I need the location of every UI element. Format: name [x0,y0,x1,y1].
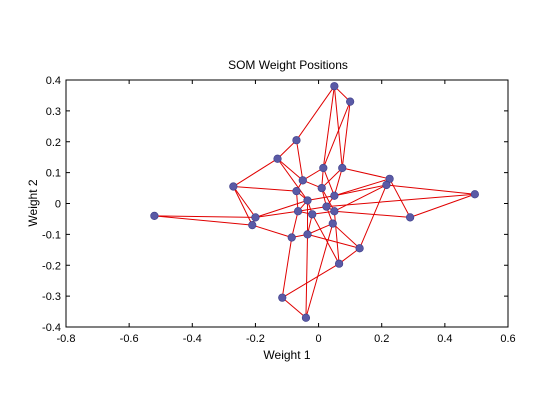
edge-line [321,187,335,212]
edge-line [334,178,390,197]
edge-line [333,167,343,196]
edge-line [255,199,308,218]
edge-line [333,86,343,169]
weight-point [287,233,296,242]
weight-point [330,191,339,200]
edge-line [232,186,256,218]
edge-line [334,184,387,197]
weight-point [298,176,307,185]
y-tick-label: -0.1 [42,229,61,241]
weight-point [248,221,257,230]
edge-line [154,215,253,226]
edge-line [338,247,360,265]
weight-point [301,313,311,322]
edge-line [333,211,340,264]
y-tick-label: 0.4 [46,75,61,87]
weight-point [470,190,479,199]
weight-point [330,207,339,216]
edge-line [154,215,256,218]
y-tick-label: 0 [55,199,61,211]
edge-line [233,186,297,192]
chart-title: SOM Weight Positions [228,58,348,72]
edge-line [359,184,387,249]
weight-point [330,82,339,91]
edge-line [277,139,297,160]
x-tick-label: 0 [316,333,322,345]
weight-point [317,183,326,193]
edge-line [341,101,351,169]
y-tick-label: -0.2 [42,260,61,272]
edge-line [282,263,340,299]
edge-line [252,224,292,238]
plot-area [65,79,509,328]
x-axis-ticks: -0.8 -0.6 -0.4 -0.2 0 0.2 0.4 0.6 [57,80,516,345]
y-tick-label: -0.4 [42,322,61,334]
edge-line [296,85,335,141]
edge-line [232,186,253,226]
y-tick-label: 0.2 [46,137,61,149]
edge-line [233,158,278,187]
edge-line [409,193,476,218]
weight-point [273,154,282,163]
x-tick-label: -0.8 [57,333,76,345]
weight-point [303,230,312,239]
y-axis-label: Weight 2 [26,179,40,226]
edge-line [255,210,299,218]
weight-point [278,293,287,302]
edge-line [342,167,390,180]
weight-point [406,213,415,222]
edge-line [305,234,309,318]
edge-line [334,184,387,212]
weight-point [251,213,260,222]
y-tick-label: -0.3 [42,291,61,303]
weight-point [338,163,347,173]
edge-line [277,158,304,181]
weight-point [346,97,355,106]
weight-point [319,163,328,173]
x-axis-label: Weight 1 [263,348,310,362]
weight-point [334,259,344,268]
x-tick-label: -0.2 [246,333,265,345]
weight-point [292,187,301,196]
x-tick-label: 0.2 [374,333,389,345]
weight-point [322,202,331,211]
edge-line [305,223,334,318]
edge-line [277,158,308,201]
edge-line [322,167,335,196]
edge-line [332,223,360,249]
weight-point [355,244,364,253]
weight-point [382,180,391,190]
weight-point [308,210,317,219]
y-axis-ticks: -0.4 -0.3 -0.2 -0.1 0 0.1 0.2 0.3 0.4 [42,75,508,334]
edge-line [295,140,304,181]
edge-line [297,206,327,212]
weight-point [328,219,337,228]
edge-line [334,210,411,218]
x-tick-label: 0.6 [500,333,515,345]
weight-point [292,136,301,145]
edge-line [321,167,343,189]
edge-line [307,223,333,235]
x-tick-label: -0.4 [183,333,202,345]
y-tick-label: 0.3 [46,106,61,118]
x-tick-label: -0.6 [120,333,139,345]
weight-point [293,207,303,216]
edge-line [322,86,335,169]
y-tick-label: 0.1 [46,168,61,180]
edge-line [307,233,360,249]
edge-line [281,297,307,319]
edge-line [281,237,293,298]
weight-point [303,196,312,205]
edge-line [291,211,299,238]
edge-line [322,101,351,169]
weight-point [229,182,238,191]
edge-line [307,195,335,201]
x-tick-label: 0.4 [437,333,452,345]
edge-line [386,184,475,195]
weight-point [150,211,159,220]
weight-points [150,82,479,322]
edge-line [326,193,475,208]
